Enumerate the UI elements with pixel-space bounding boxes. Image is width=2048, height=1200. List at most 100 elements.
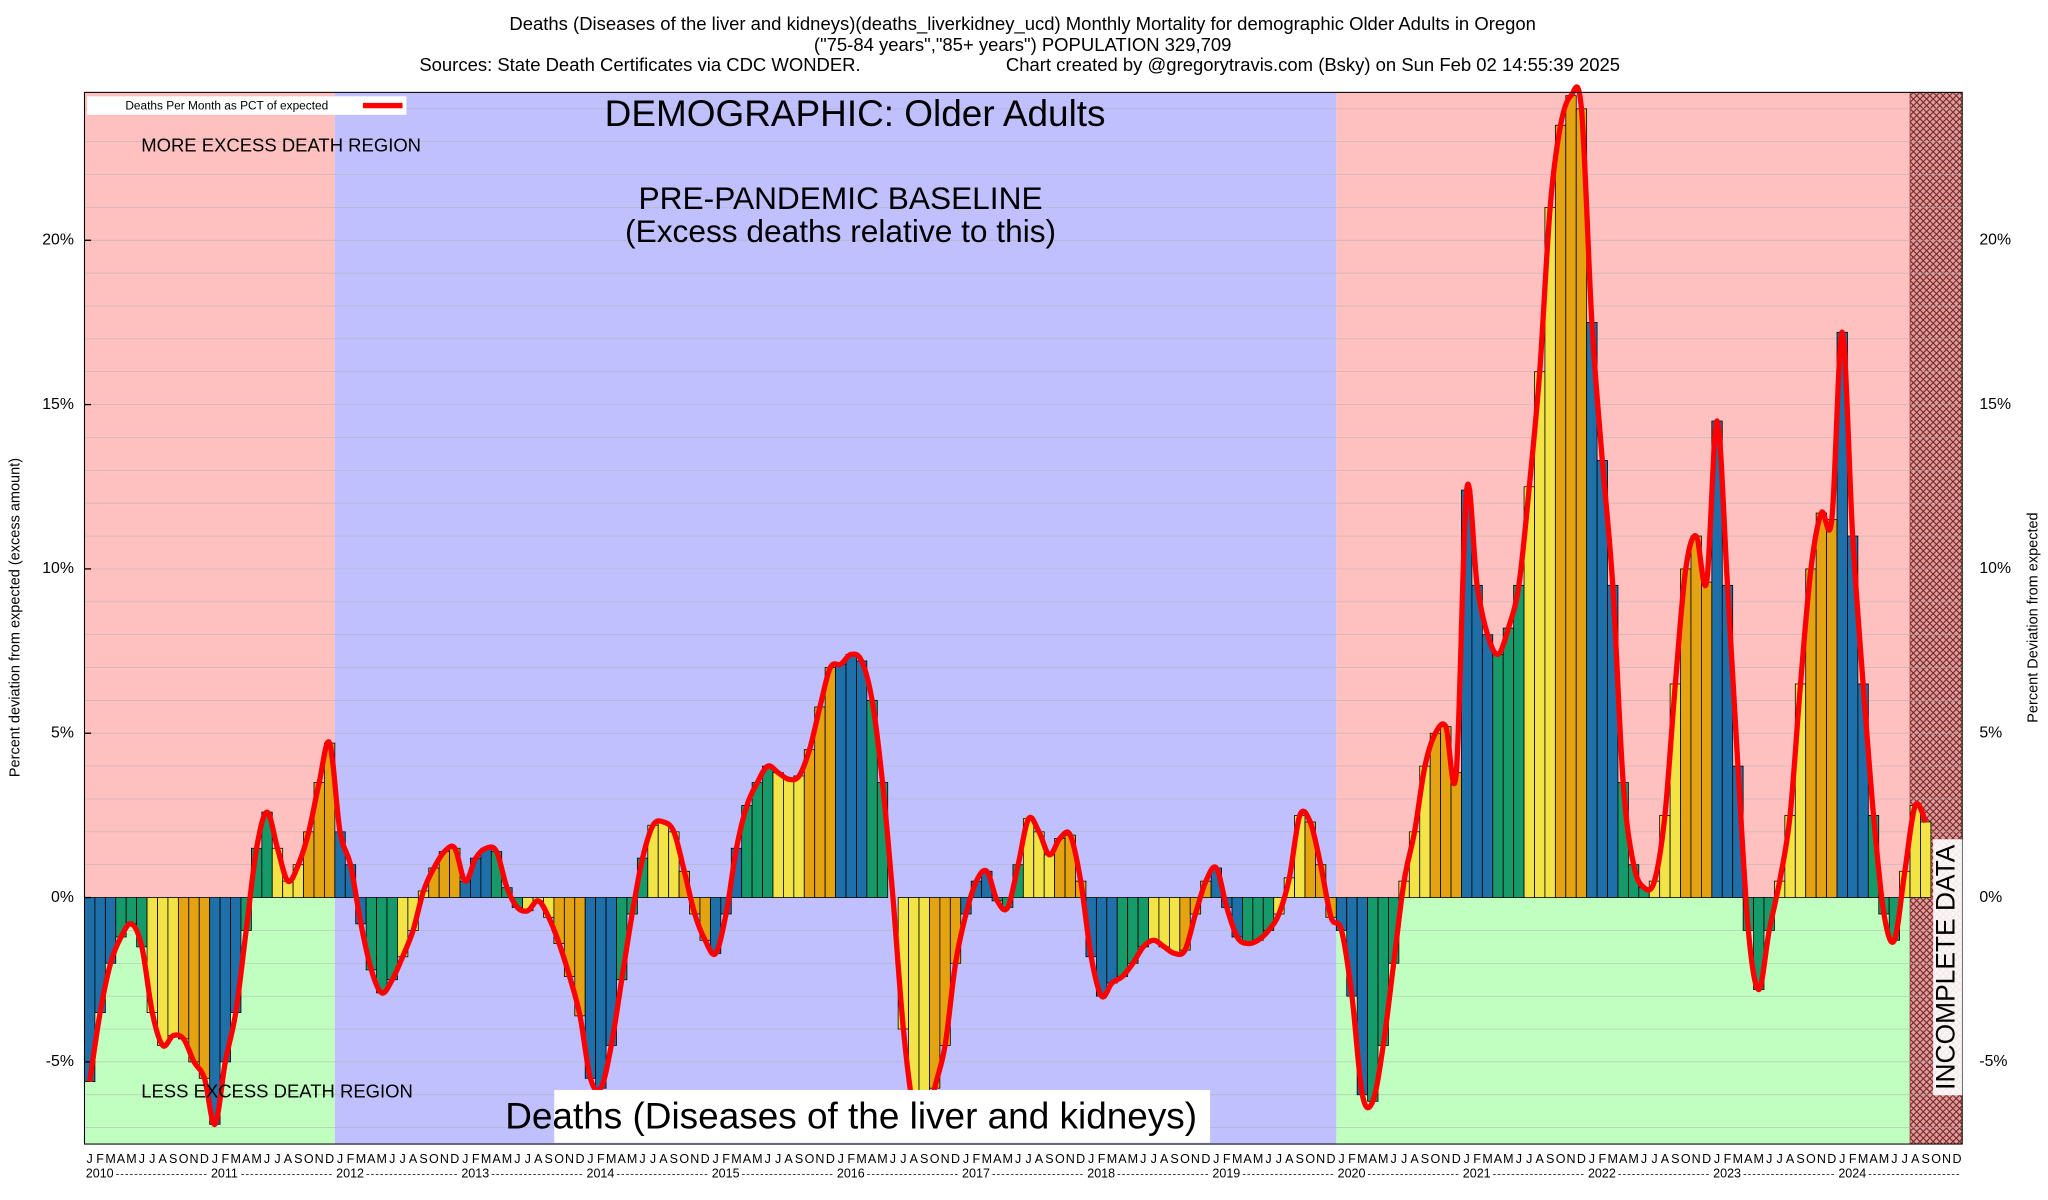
year-label: 2011 — [211, 1167, 238, 1181]
sources: Sources: State Death Certificates via CD… — [419, 54, 860, 75]
bar — [783, 778, 795, 898]
chart-title: Deaths (Diseases of the liver and kidney… — [509, 13, 1536, 35]
month-label: N — [565, 1152, 574, 1166]
month-label: A — [409, 1152, 418, 1166]
y-tick-label: 20% — [42, 231, 74, 248]
month-label: D — [1327, 1152, 1336, 1166]
month-label: A — [534, 1152, 543, 1166]
month-label: S — [169, 1152, 177, 1166]
month-label: M — [1107, 1152, 1117, 1166]
month-label: M — [627, 1152, 637, 1166]
month-label: A — [1118, 1152, 1127, 1166]
year-label: 2019 — [1212, 1167, 1240, 1181]
month-label: M — [126, 1152, 136, 1166]
month-label: S — [1546, 1152, 1554, 1166]
month-label: M — [877, 1152, 887, 1166]
month-label: F — [1098, 1152, 1106, 1166]
baseline-label: PRE-PANDEMIC BASELINE — [639, 180, 1043, 216]
bar — [1158, 897, 1170, 948]
year-label: 2014 — [587, 1167, 615, 1181]
month-label: S — [1922, 1152, 1930, 1166]
month-label: J — [1516, 1152, 1522, 1166]
month-label: M — [1357, 1152, 1367, 1166]
bar — [856, 660, 868, 898]
month-label: J — [389, 1152, 395, 1166]
month-label: S — [294, 1152, 302, 1166]
year-label: 2018 — [1087, 1167, 1115, 1181]
month-label: F — [1849, 1152, 1857, 1166]
month-label: J — [1088, 1152, 1094, 1166]
month-label: J — [1651, 1152, 1657, 1166]
demographic: DEMOGRAPHIC: Older Adults — [605, 93, 1106, 134]
bar — [772, 772, 784, 898]
year-label: 2010 — [86, 1167, 114, 1181]
month-label: J — [400, 1152, 406, 1166]
month-label: A — [618, 1152, 627, 1166]
month-label: O — [805, 1152, 815, 1166]
month-label: J — [1766, 1152, 1772, 1166]
month-label: S — [670, 1152, 678, 1166]
month-label: N — [1817, 1152, 1826, 1166]
month-label: S — [1296, 1152, 1304, 1166]
month-label: J — [900, 1152, 906, 1166]
bar — [1481, 634, 1494, 898]
bar — [1450, 772, 1462, 898]
more-region-label: MORE EXCESS DEATH REGION — [141, 134, 421, 155]
bar — [1148, 897, 1160, 941]
month-label: A — [1661, 1152, 1670, 1166]
bar — [1252, 897, 1264, 941]
month-label: D — [1827, 1152, 1836, 1166]
bar — [1544, 207, 1556, 898]
month-label: O — [429, 1152, 439, 1166]
month-label: F — [1598, 1152, 1606, 1166]
year-label: 2020 — [1338, 1167, 1366, 1181]
month-label: J — [337, 1152, 343, 1166]
month-label: S — [419, 1152, 427, 1166]
bar — [762, 765, 774, 898]
y-tick-label: 0% — [51, 889, 74, 906]
month-label: J — [274, 1152, 280, 1166]
y-tick-label: 15% — [42, 396, 74, 413]
month-label: J — [1401, 1152, 1407, 1166]
less-region-label: LESS EXCESS DEATH REGION — [141, 1080, 413, 1101]
month-label: O — [554, 1152, 564, 1166]
month-label: O — [1681, 1152, 1691, 1166]
month-label: F — [221, 1152, 229, 1166]
y2-axis-label: Percent Deviation from expected — [2025, 512, 2041, 722]
month-label: J — [1526, 1152, 1532, 1166]
month-label: N — [1942, 1152, 1951, 1166]
month-label: S — [1796, 1152, 1804, 1166]
bar — [167, 897, 179, 1036]
month-label: O — [1931, 1152, 1941, 1166]
month-label: F — [347, 1152, 355, 1166]
month-label: J — [765, 1152, 771, 1166]
month-label: J — [139, 1152, 145, 1166]
month-label: A — [1536, 1152, 1545, 1166]
month-label: A — [1243, 1152, 1252, 1166]
month-label: J — [1464, 1152, 1470, 1166]
month-label: O — [304, 1152, 314, 1166]
month-label: J — [1265, 1152, 1271, 1166]
month-label: M — [1608, 1152, 1618, 1166]
month-label: S — [795, 1152, 803, 1166]
month-label: D — [200, 1152, 209, 1166]
month-label: D — [575, 1152, 584, 1166]
bar — [177, 897, 190, 1040]
month-label: M — [856, 1152, 866, 1166]
y2-tick-label: 0% — [1979, 889, 2002, 906]
month-label: M — [1733, 1152, 1743, 1166]
month-label: M — [1754, 1152, 1764, 1166]
month-label: O — [179, 1152, 189, 1166]
month-label: M — [1879, 1152, 1889, 1166]
bar — [1565, 95, 1577, 898]
month-label: D — [1452, 1152, 1461, 1166]
month-label: D — [826, 1152, 835, 1166]
month-label: J — [1391, 1152, 1397, 1166]
month-label: J — [1902, 1152, 1908, 1166]
bar — [1826, 519, 1838, 898]
bar — [793, 775, 805, 898]
excess-region — [84, 92, 335, 898]
month-label: S — [545, 1152, 553, 1166]
month-label: M — [1858, 1152, 1868, 1166]
bar — [1168, 897, 1181, 954]
